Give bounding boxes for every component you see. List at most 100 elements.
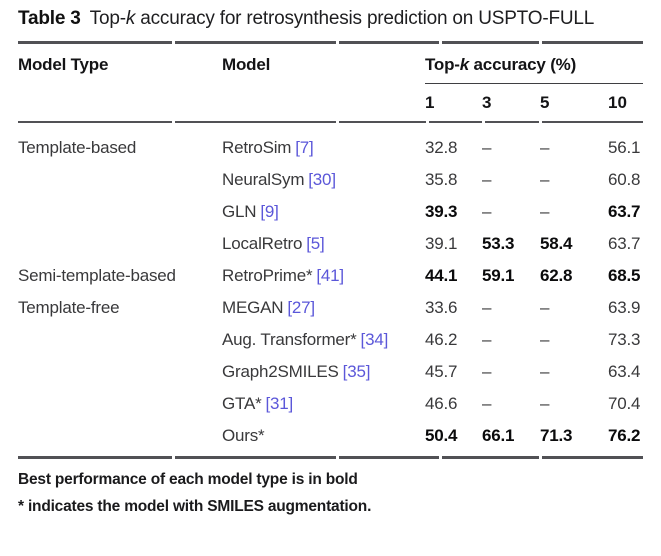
table-bottom-rule xyxy=(18,456,643,459)
caption-text-post: accuracy for retrosynthesis prediction o… xyxy=(135,8,595,29)
top3-value: 66.1 xyxy=(482,426,515,445)
model-type-cell xyxy=(18,420,222,452)
spacer-cell xyxy=(222,84,425,121)
column-header-k10: 10 xyxy=(608,92,627,112)
top5-value: – xyxy=(540,202,550,221)
table-body: Template-based RetroSim [7] 32.8 – – 56.1… xyxy=(18,123,661,456)
top3-value: – xyxy=(482,330,492,349)
top10-value: 60.8 xyxy=(608,170,641,189)
model-cell: Aug. Transformer* [34] xyxy=(222,324,425,356)
top1-value: 35.8 xyxy=(425,170,458,189)
top5-value: – xyxy=(540,138,550,157)
citation-link[interactable]: [31] xyxy=(265,394,294,413)
model-cell: RetroSim [7] xyxy=(222,132,425,164)
model-name: Ours* xyxy=(222,426,265,445)
citation-link[interactable]: [41] xyxy=(316,266,344,285)
citation-link[interactable]: [5] xyxy=(306,234,325,253)
model-type-cell: Semi-template-based xyxy=(18,266,176,285)
top5-value: – xyxy=(540,330,550,349)
model-name: MEGAN xyxy=(222,298,284,317)
table-row: GLN [9] 39.3 – – 63.7 xyxy=(18,196,643,228)
spacer-cell xyxy=(18,84,222,121)
top5-value: – xyxy=(540,362,550,381)
caption-italic-k: k xyxy=(125,8,136,29)
top10-value: 63.9 xyxy=(608,298,641,317)
citation-link[interactable]: [34] xyxy=(360,330,389,349)
model-type-cell xyxy=(18,196,222,228)
model-cell: GTA* [31] xyxy=(222,388,425,420)
top1-value: 50.4 xyxy=(425,426,458,445)
model-type-cell: Template-free xyxy=(18,298,120,317)
top1-value: 39.1 xyxy=(425,234,458,253)
top10-value: 63.7 xyxy=(608,234,641,253)
table-header-row: Model Type Model Top-k accuracy (%) xyxy=(18,44,643,84)
model-name: GTA* xyxy=(222,394,262,413)
table-row: Semi-template-based RetroPrime* [41] 44.1… xyxy=(18,260,643,292)
model-name: Aug. Transformer* xyxy=(222,330,357,349)
model-name: RetroPrime* xyxy=(222,266,313,285)
model-type-cell xyxy=(18,324,222,356)
table-subheader-row: 1 3 5 10 xyxy=(18,84,643,121)
table-figure: Table 3 Top-k accuracy for retrosynthesis… xyxy=(18,5,661,520)
top5-value: 58.4 xyxy=(540,234,573,253)
top3-value: – xyxy=(482,394,492,413)
top5-value: – xyxy=(540,170,550,189)
topk-italic-k: k xyxy=(459,54,470,74)
table-top-rule xyxy=(18,41,643,44)
table-header-rule xyxy=(18,120,643,123)
table-row: Graph2SMILES [35] 45.7 – – 63.4 xyxy=(18,356,643,388)
top3-value: 59.1 xyxy=(482,266,515,285)
top10-value: 70.4 xyxy=(608,394,641,413)
model-type-cell xyxy=(18,356,222,388)
top1-value: 33.6 xyxy=(425,298,458,317)
top10-value: 63.7 xyxy=(608,202,641,221)
caption-text-pre: Top- xyxy=(89,8,126,29)
model-name: Graph2SMILES xyxy=(222,362,339,381)
top3-value: – xyxy=(482,138,492,157)
model-cell: Ours* xyxy=(222,420,425,452)
model-cell: MEGAN [27] xyxy=(222,292,425,324)
citation-link[interactable]: [30] xyxy=(308,170,336,189)
table-row: LocalRetro [5] 39.1 53.3 58.4 63.7 xyxy=(18,228,643,260)
top10-value: 76.2 xyxy=(608,426,641,445)
model-name: GLN xyxy=(222,202,257,221)
table-row: Aug. Transformer* [34] 46.2 – – 73.3 xyxy=(18,324,643,356)
top1-value: 32.8 xyxy=(425,138,458,157)
top3-value: – xyxy=(482,202,492,221)
top1-value: 46.6 xyxy=(425,394,458,413)
model-name: RetroSim xyxy=(222,138,292,157)
top10-value: 73.3 xyxy=(608,330,641,349)
model-cell: GLN [9] xyxy=(222,196,425,228)
column-header-topk-accuracy: Top-k accuracy (%) xyxy=(425,44,643,84)
model-type-cell xyxy=(18,164,222,196)
citation-link[interactable]: [35] xyxy=(342,362,371,381)
topk-pre: Top- xyxy=(425,54,460,74)
citation-link[interactable]: [7] xyxy=(295,138,314,157)
table-row: NeuralSym [30] 35.8 – – 60.8 xyxy=(18,164,643,196)
top3-value: – xyxy=(482,298,492,317)
model-cell: NeuralSym [30] xyxy=(222,164,425,196)
table-footnotes: Best performance of each model type is i… xyxy=(18,466,650,520)
model-type-cell: Template-based xyxy=(18,138,137,157)
column-header-k1: 1 xyxy=(425,92,435,112)
table-caption: Table 3 Top-k accuracy for retrosynthesis… xyxy=(18,5,650,32)
model-cell: Graph2SMILES [35] xyxy=(222,356,425,388)
model-name: NeuralSym xyxy=(222,170,305,189)
citation-link[interactable]: [27] xyxy=(287,298,315,317)
model-name: LocalRetro xyxy=(222,234,303,253)
column-header-k5: 5 xyxy=(540,92,550,112)
table-row: Template-based RetroSim [7] 32.8 – – 56.1 xyxy=(18,132,643,164)
column-header-k3: 3 xyxy=(482,92,492,112)
footnote-bold-note: Best performance of each model type is i… xyxy=(18,470,358,488)
top10-value: 56.1 xyxy=(608,138,641,157)
top1-value: 46.2 xyxy=(425,330,458,349)
top1-value: 45.7 xyxy=(425,362,458,381)
column-header-model-type: Model Type xyxy=(18,54,109,74)
top10-value: 63.4 xyxy=(608,362,641,381)
top5-value: 62.8 xyxy=(540,266,573,285)
citation-link[interactable]: [9] xyxy=(260,202,279,221)
model-cell: RetroPrime* [41] xyxy=(222,260,425,292)
top5-value: 71.3 xyxy=(540,426,573,445)
table-row: GTA* [31] 46.6 – – 70.4 xyxy=(18,388,643,420)
top1-value: 39.3 xyxy=(425,202,458,221)
